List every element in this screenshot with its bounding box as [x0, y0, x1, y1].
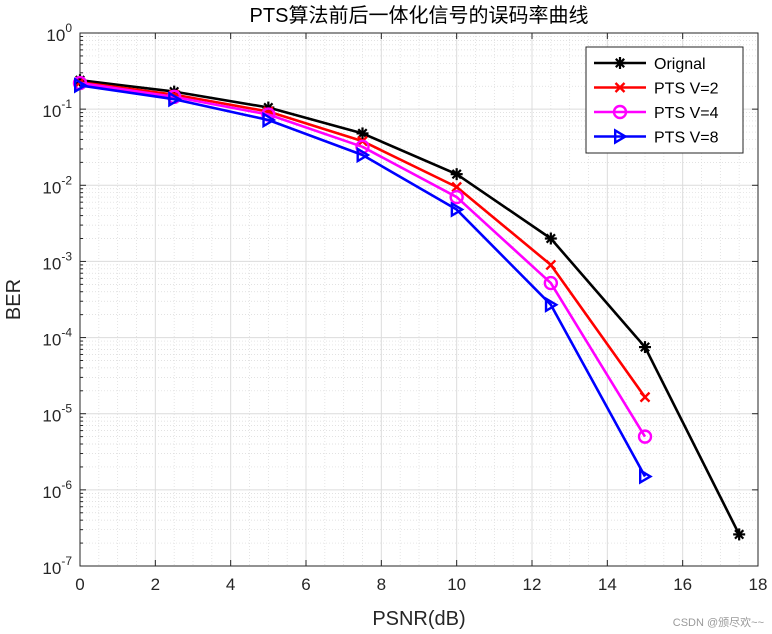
data-point-marker [73, 77, 88, 94]
marker-stroke [451, 169, 462, 180]
marker-stroke [734, 529, 745, 540]
y-tick-label-base: 10 [42, 254, 61, 273]
data-point-marker [639, 391, 651, 403]
x-tick-label: 0 [75, 575, 84, 594]
plot-area-frame [79, 32, 759, 567]
data-point-marker [612, 104, 628, 120]
data-point-marker [639, 468, 653, 485]
data-point-marker [614, 128, 628, 145]
marker-triangle [614, 128, 628, 145]
x-tick-label: 16 [673, 575, 692, 594]
y-tick-label: 10-5 [42, 402, 72, 426]
data-point-marker [614, 82, 626, 93]
data-point-marker [450, 168, 463, 181]
x-tick-label: 4 [226, 575, 235, 594]
series-line-orignal [79, 78, 741, 535]
marker-triangle [168, 91, 182, 108]
y-tick-label-base: 10 [46, 26, 65, 45]
y-tick-label-exponent: -4 [61, 326, 72, 340]
marker-circle [637, 429, 653, 444]
data-point-marker [168, 91, 182, 108]
marker-triangle [450, 201, 465, 218]
marker-triangle [639, 468, 653, 485]
data-point-marker [356, 127, 369, 140]
y-tick-label-exponent: -5 [61, 402, 72, 416]
y-tick-label: 100 [46, 21, 72, 45]
data-point-marker [356, 146, 371, 164]
chart-title: PTS算法前后一体化信号的误码率曲线 [250, 4, 589, 27]
x-tick-label: 6 [301, 575, 310, 594]
legend: Orignal PTS V=2 PTS V=4 PTS V=8 [585, 46, 744, 154]
legend-label: PTS V=8 [654, 130, 719, 147]
data-point-marker [544, 296, 559, 313]
y-tick-label: 10-4 [42, 326, 72, 350]
data-point-marker [637, 429, 653, 444]
watermark-text: CSDN @颁尽欢~~ [672, 617, 764, 629]
y-tick-label-exponent: -2 [61, 173, 72, 187]
y-axis-label: BER [3, 279, 25, 320]
y-tick-label: 10-2 [42, 173, 72, 197]
marker-triangle [73, 77, 88, 94]
legend-entry: PTS V=2 [594, 81, 719, 98]
marker-triangle [544, 296, 559, 313]
marker-triangle [356, 146, 371, 164]
data-point-marker [614, 57, 626, 69]
legend-label: PTS V=2 [654, 81, 719, 98]
x-tick-label: 18 [749, 575, 768, 594]
y-tick-label-exponent: -7 [61, 554, 72, 568]
legend-entry: PTS V=8 [594, 128, 719, 147]
marker-stroke [639, 391, 651, 403]
data-point-marker [451, 181, 463, 193]
marker-stroke [640, 342, 650, 353]
legend-entry: PTS V=4 [594, 104, 719, 122]
y-tick-label-exponent: -6 [61, 478, 72, 492]
y-tick-label: 10-3 [42, 249, 72, 273]
marker-stroke [451, 181, 463, 193]
data-point-marker [450, 201, 465, 218]
legend-label: PTS V=4 [654, 105, 719, 122]
y-tick-label: 10-7 [42, 554, 72, 578]
marker-stroke [357, 128, 368, 139]
y-tick-label-base: 10 [42, 102, 61, 121]
data-point-marker [639, 341, 651, 354]
x-axis-label: PSNR(dB) [372, 608, 465, 630]
marker-circle [612, 104, 628, 120]
marker-stroke [615, 58, 625, 68]
y-tick-label-exponent: -1 [61, 97, 72, 111]
x-tick-label: 2 [151, 575, 160, 594]
marker-stroke [545, 233, 556, 244]
x-tick-label: 14 [598, 575, 617, 594]
data-point-marker [544, 232, 557, 245]
x-tick-label: 12 [523, 575, 542, 594]
x-tick-label: 8 [377, 575, 386, 594]
series-layer [72, 74, 746, 541]
y-tick-label-base: 10 [42, 483, 61, 502]
y-tick-label-base: 10 [42, 559, 61, 578]
data-point-marker [262, 111, 277, 129]
marker-stroke [545, 259, 557, 271]
y-tick-label-exponent: 0 [65, 21, 72, 35]
marker-circle [449, 189, 464, 205]
x-axis-ticks: 0 2 4 6 8 10 12 14 16 18 [75, 33, 767, 594]
data-point-marker [449, 189, 464, 205]
marker-circle [543, 275, 559, 291]
x-tick-label: 10 [447, 575, 466, 594]
marker-stroke [614, 82, 626, 93]
y-tick-label: 10-6 [42, 478, 72, 502]
series-line-pts-v-8 [79, 84, 647, 478]
series-pts-v-8 [73, 77, 653, 485]
marker-triangle [262, 111, 277, 129]
data-point-marker [545, 259, 557, 271]
data-point-marker [543, 275, 559, 291]
data-point-marker [733, 528, 746, 541]
legend-label: Orignal [654, 56, 706, 73]
y-tick-label-exponent: -3 [61, 249, 72, 263]
y-tick-label-base: 10 [42, 178, 61, 197]
y-tick-label-base: 10 [42, 407, 61, 426]
legend-entry: Orignal [594, 56, 706, 73]
y-tick-label: 10-1 [42, 97, 72, 121]
y-tick-label-base: 10 [42, 331, 61, 350]
